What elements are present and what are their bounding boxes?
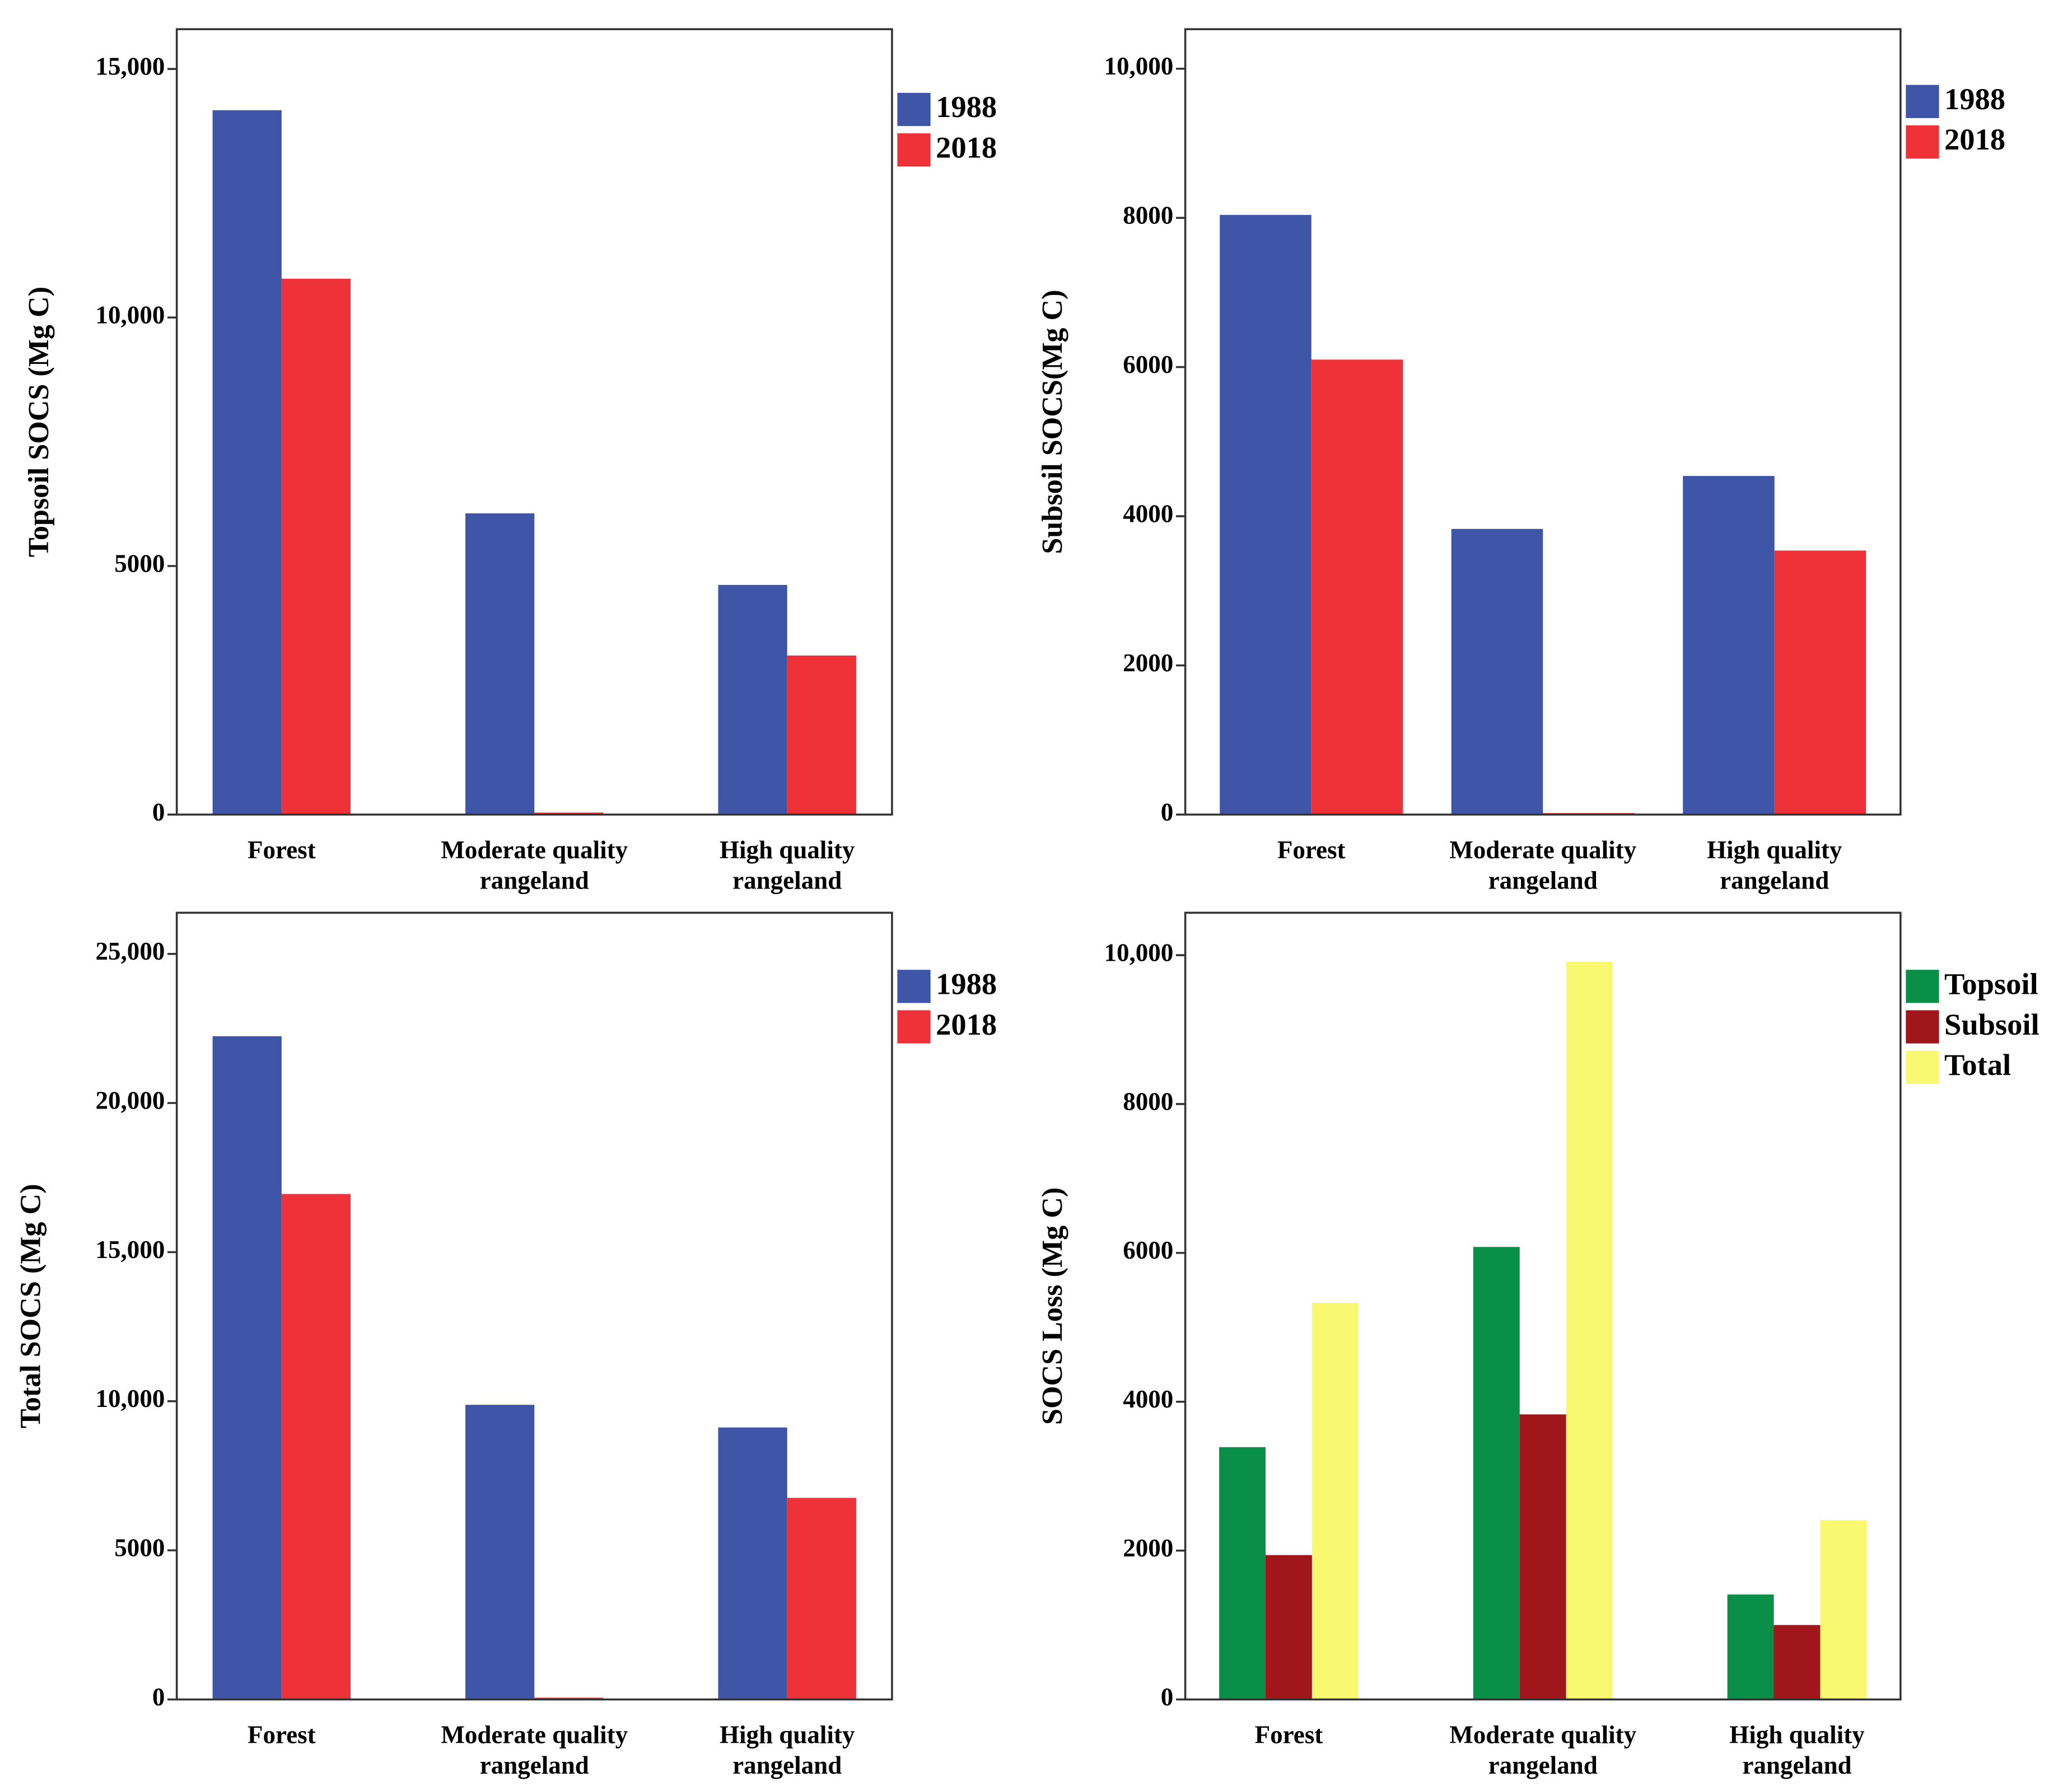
bar [281,278,351,815]
bar [718,1427,787,1700]
y-tick-label: 8000 [1123,1087,1173,1115]
y-axis-label: Total SOCS (Mg C) [15,1184,47,1428]
y-tick-label: 4000 [1123,499,1173,527]
y-axis-label: Topsoil SOCS (Mg C) [23,287,55,557]
bar [718,584,787,815]
y-tick-label: 25,000 [96,937,165,965]
bar [1220,214,1312,815]
bar [1683,476,1775,815]
x-tick-label: Forest [1255,1721,1323,1749]
x-tick-label: High quality rangeland [720,1721,855,1780]
bar [1820,1520,1867,1700]
y-tick-label: 10,000 [1104,52,1173,80]
bar [1312,1302,1359,1700]
bar [787,1498,856,1700]
legend-label: Subsoil [1944,1007,2040,1041]
y-tick-label: 10,000 [96,1385,165,1413]
bar [212,110,282,815]
legend-swatch [897,1010,931,1044]
y-tick-label: 5000 [114,1533,165,1561]
bar [212,1036,282,1700]
plot-frame [1184,28,1902,816]
y-tick-label: 6000 [1123,1236,1173,1264]
bar [1774,1625,1821,1700]
x-tick-label: Moderate quality rangeland [1449,1721,1636,1780]
bar [1311,359,1403,815]
y-tick-label: 20,000 [96,1086,165,1114]
bar [787,655,856,815]
y-tick-label: 15,000 [96,52,165,80]
y-tick-label: 15,000 [96,1236,165,1264]
y-tick-label: 10,000 [96,301,165,329]
y-tick-label: 0 [1161,1683,1174,1711]
legend-label: Total [1944,1048,2011,1082]
bar [1566,962,1613,1700]
legend-label: Topsoil [1944,967,2038,1001]
bar [1774,550,1866,815]
y-tick-label: 0 [152,798,165,826]
y-tick-label: 2000 [1123,649,1173,677]
y-tick-label: 2000 [1123,1534,1173,1562]
legend-label: 2018 [936,130,997,164]
y-tick-label: 6000 [1123,350,1173,378]
legend-swatch [1906,85,1939,118]
x-tick-label: High quality rangeland [720,836,855,895]
y-axis-label: SOCS Loss (Mg C) [1037,1187,1068,1425]
bar [1519,1414,1566,1700]
y-tick-label: 0 [1161,798,1174,826]
x-tick-label: Forest [248,1721,316,1749]
y-tick-label: 8000 [1123,202,1173,230]
legend-swatch [1906,970,1939,1003]
legend-label: 2018 [936,1007,997,1041]
plot-frame [1184,911,1902,1701]
y-axis-label: Subsoil SOCS(Mg C) [1037,289,1068,554]
plot-frame [175,28,893,816]
legend-swatch [1906,1010,1939,1044]
legend-swatch [897,970,931,1003]
y-tick-label: 5000 [114,549,165,577]
y-tick-label: 10,000 [1104,938,1173,966]
legend-label: 1988 [1944,82,2005,116]
bar [281,1194,351,1700]
bar [1451,529,1543,815]
bar [465,1405,535,1700]
x-tick-label: Forest [248,836,316,864]
x-tick-label: High quality rangeland [1729,1721,1865,1780]
plot-frame [175,911,893,1701]
x-tick-label: Moderate quality rangeland [1449,836,1636,895]
bar [1727,1594,1774,1700]
bar [465,513,535,815]
x-tick-label: Moderate quality rangeland [441,1721,628,1780]
x-tick-label: High quality rangeland [1707,836,1842,895]
legend-label: 2018 [1944,122,2005,156]
x-tick-label: Moderate quality rangeland [441,836,628,895]
legend-swatch [897,133,931,167]
x-tick-label: Forest [1277,836,1346,864]
bar [1219,1447,1266,1700]
legend-label: 1988 [936,967,997,1001]
y-tick-label: 4000 [1123,1385,1173,1413]
bar [1265,1555,1312,1700]
bar [1473,1247,1520,1700]
legend-swatch [1906,1050,1939,1084]
legend-swatch [897,92,931,127]
y-tick-label: 0 [152,1683,165,1711]
legend-swatch [1906,125,1939,159]
legend-label: 1988 [936,90,997,124]
